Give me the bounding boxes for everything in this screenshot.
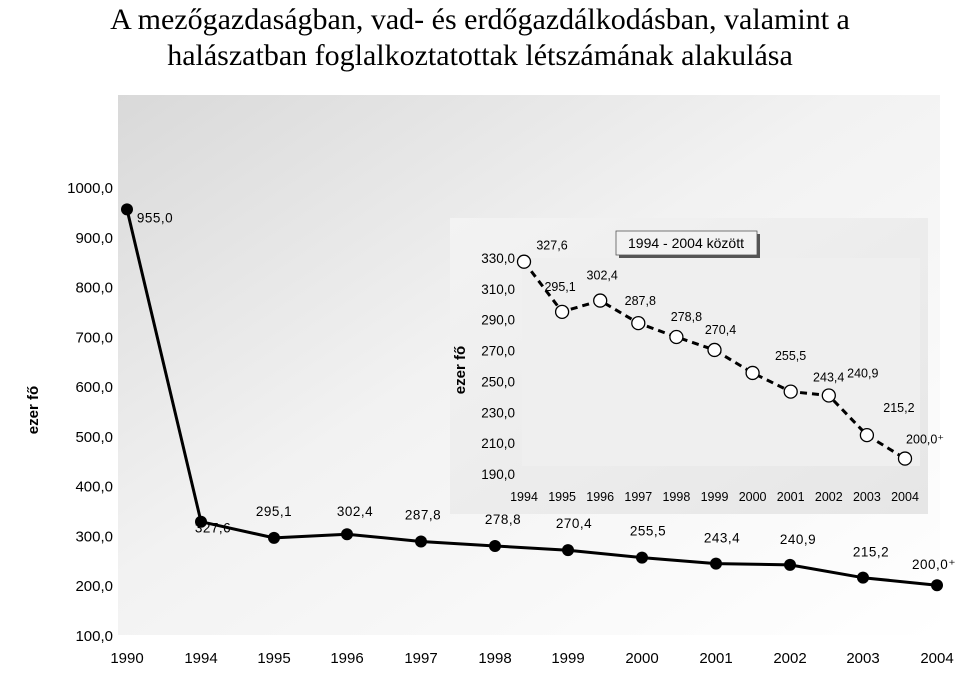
inset-data-label: 270,4: [705, 323, 736, 337]
data-point: [415, 535, 427, 548]
inset-series-line: [522, 260, 906, 460]
x-tick-label: 2000: [625, 650, 658, 667]
y-tick-label: 700,0: [75, 329, 113, 346]
x-tick-label: 1995: [257, 650, 290, 667]
inset-title-box: [615, 230, 758, 256]
inset-y-tick-label: 330,0: [481, 251, 515, 266]
title-line-1: A mezőgazdaságban, vad- és erdőgazdálkod…: [110, 3, 850, 36]
data-point: [341, 528, 353, 541]
inset-data-point: [897, 451, 913, 466]
data-point: [784, 558, 796, 571]
data-label: 200,0⁺: [912, 557, 956, 572]
y-axis-label: ezer fő: [25, 386, 42, 434]
inset-data-point: [669, 329, 684, 345]
y-tick-label: 400,0: [75, 479, 113, 496]
chart-title: A mezőgazdaságban, vad- és erdőgazdálkod…: [0, 2, 960, 74]
data-label: 302,4: [337, 504, 373, 519]
inset-y-tick-label: 310,0: [481, 282, 515, 297]
x-tick-label: 1990: [110, 650, 143, 667]
series-line: [125, 209, 938, 587]
data-label: 255,5: [630, 524, 666, 539]
inset-x-tick-label: 2002: [815, 490, 843, 504]
y-tick-label: 100,0: [75, 628, 113, 645]
inset-data-label: 240,9: [847, 366, 878, 380]
inset-data-label: 302,4: [587, 269, 618, 283]
data-label: 287,8: [405, 508, 441, 523]
title-line-2: halászatban foglalkoztatottak létszámána…: [167, 39, 793, 72]
inset-data-label: 295,1: [544, 280, 575, 294]
y-tick-label: 600,0: [75, 379, 113, 396]
data-label: 240,9: [780, 532, 816, 547]
inset-x-tick-label: 1999: [701, 490, 729, 504]
data-point: [195, 515, 207, 528]
data-label: 215,2: [853, 545, 889, 560]
inset-x-tick-label: 2000: [739, 490, 767, 504]
inset-data-label: 287,8: [625, 294, 656, 308]
x-tick-label: 1998: [478, 650, 511, 667]
inset-y-tick-label: 270,0: [481, 344, 515, 359]
x-tick-label: 1996: [330, 650, 363, 667]
data-point: [121, 203, 133, 216]
data-point: [489, 539, 501, 552]
x-tick-label: 1997: [404, 650, 437, 667]
inset-title-text: 1994 - 2004 között: [628, 235, 744, 251]
inset-x-tick-label: 1994: [510, 490, 538, 504]
inset-y-tick-label: 230,0: [481, 405, 515, 420]
y-tick-label: 200,0: [75, 578, 113, 595]
inset-y-tick-label: 210,0: [481, 436, 515, 451]
inset-data-label: 200,0⁺: [906, 433, 944, 447]
inset-x-tick-label: 2004: [891, 490, 919, 504]
x-tick-label: 2004: [920, 650, 953, 667]
inset-x-tick-label: 1997: [624, 490, 652, 504]
inset-data-point: [554, 304, 570, 319]
inset-x-tick-label: 2003: [853, 490, 881, 504]
data-point: [268, 531, 280, 544]
x-tick-label: 2002: [773, 650, 806, 667]
x-tick-label: 2003: [846, 650, 879, 667]
data-label: 295,1: [256, 504, 292, 519]
y-tick-label: 300,0: [75, 528, 113, 545]
data-point: [710, 557, 722, 570]
inset-data-point: [745, 365, 760, 381]
inset-data-label: 327,6: [536, 239, 567, 253]
data-point: [636, 551, 648, 564]
inset-data-point: [859, 427, 875, 443]
data-point: [857, 571, 869, 584]
inset-x-tick-label: 1995: [548, 490, 576, 504]
inset-data-point: [707, 342, 722, 358]
data-point: [931, 579, 943, 592]
inset-y-axis-label: ezer fő: [452, 346, 469, 394]
data-label: 270,4: [556, 516, 592, 531]
inset-plot-area: [522, 258, 920, 466]
inset-x-tick-label: 1998: [662, 490, 690, 504]
y-tick-label: 800,0: [75, 280, 113, 297]
inset-x-tick-label: 1996: [586, 490, 614, 504]
inset-data-label: 215,2: [883, 401, 914, 415]
x-tick-label: 2001: [699, 650, 732, 667]
inset-data-label: 278,8: [671, 310, 702, 324]
inset-data-point: [631, 315, 646, 331]
inset-y-tick-label: 250,0: [481, 374, 515, 389]
inset-data-point: [783, 384, 798, 399]
inset-data-point: [821, 388, 836, 403]
y-tick-label: 1000,0: [67, 180, 113, 197]
inset-y-tick-label: 190,0: [481, 467, 515, 482]
y-tick-label: 900,0: [75, 230, 113, 247]
data-label: 955,0: [137, 210, 173, 225]
x-tick-label: 1994: [184, 650, 217, 667]
inset-data-point: [593, 293, 608, 308]
inset-data-label: 255,5: [775, 349, 806, 363]
inset-data-label: 243,4: [813, 371, 844, 385]
data-point: [562, 544, 574, 557]
data-label: 327,6: [195, 521, 231, 536]
data-label: 243,4: [704, 531, 740, 546]
inset-data-point: [516, 254, 532, 269]
y-tick-label: 500,0: [75, 429, 113, 446]
data-label: 278,8: [485, 512, 521, 527]
inset-x-tick-label: 2001: [777, 490, 805, 504]
inset-y-tick-label: 290,0: [481, 313, 515, 328]
x-tick-label: 1999: [551, 650, 584, 667]
